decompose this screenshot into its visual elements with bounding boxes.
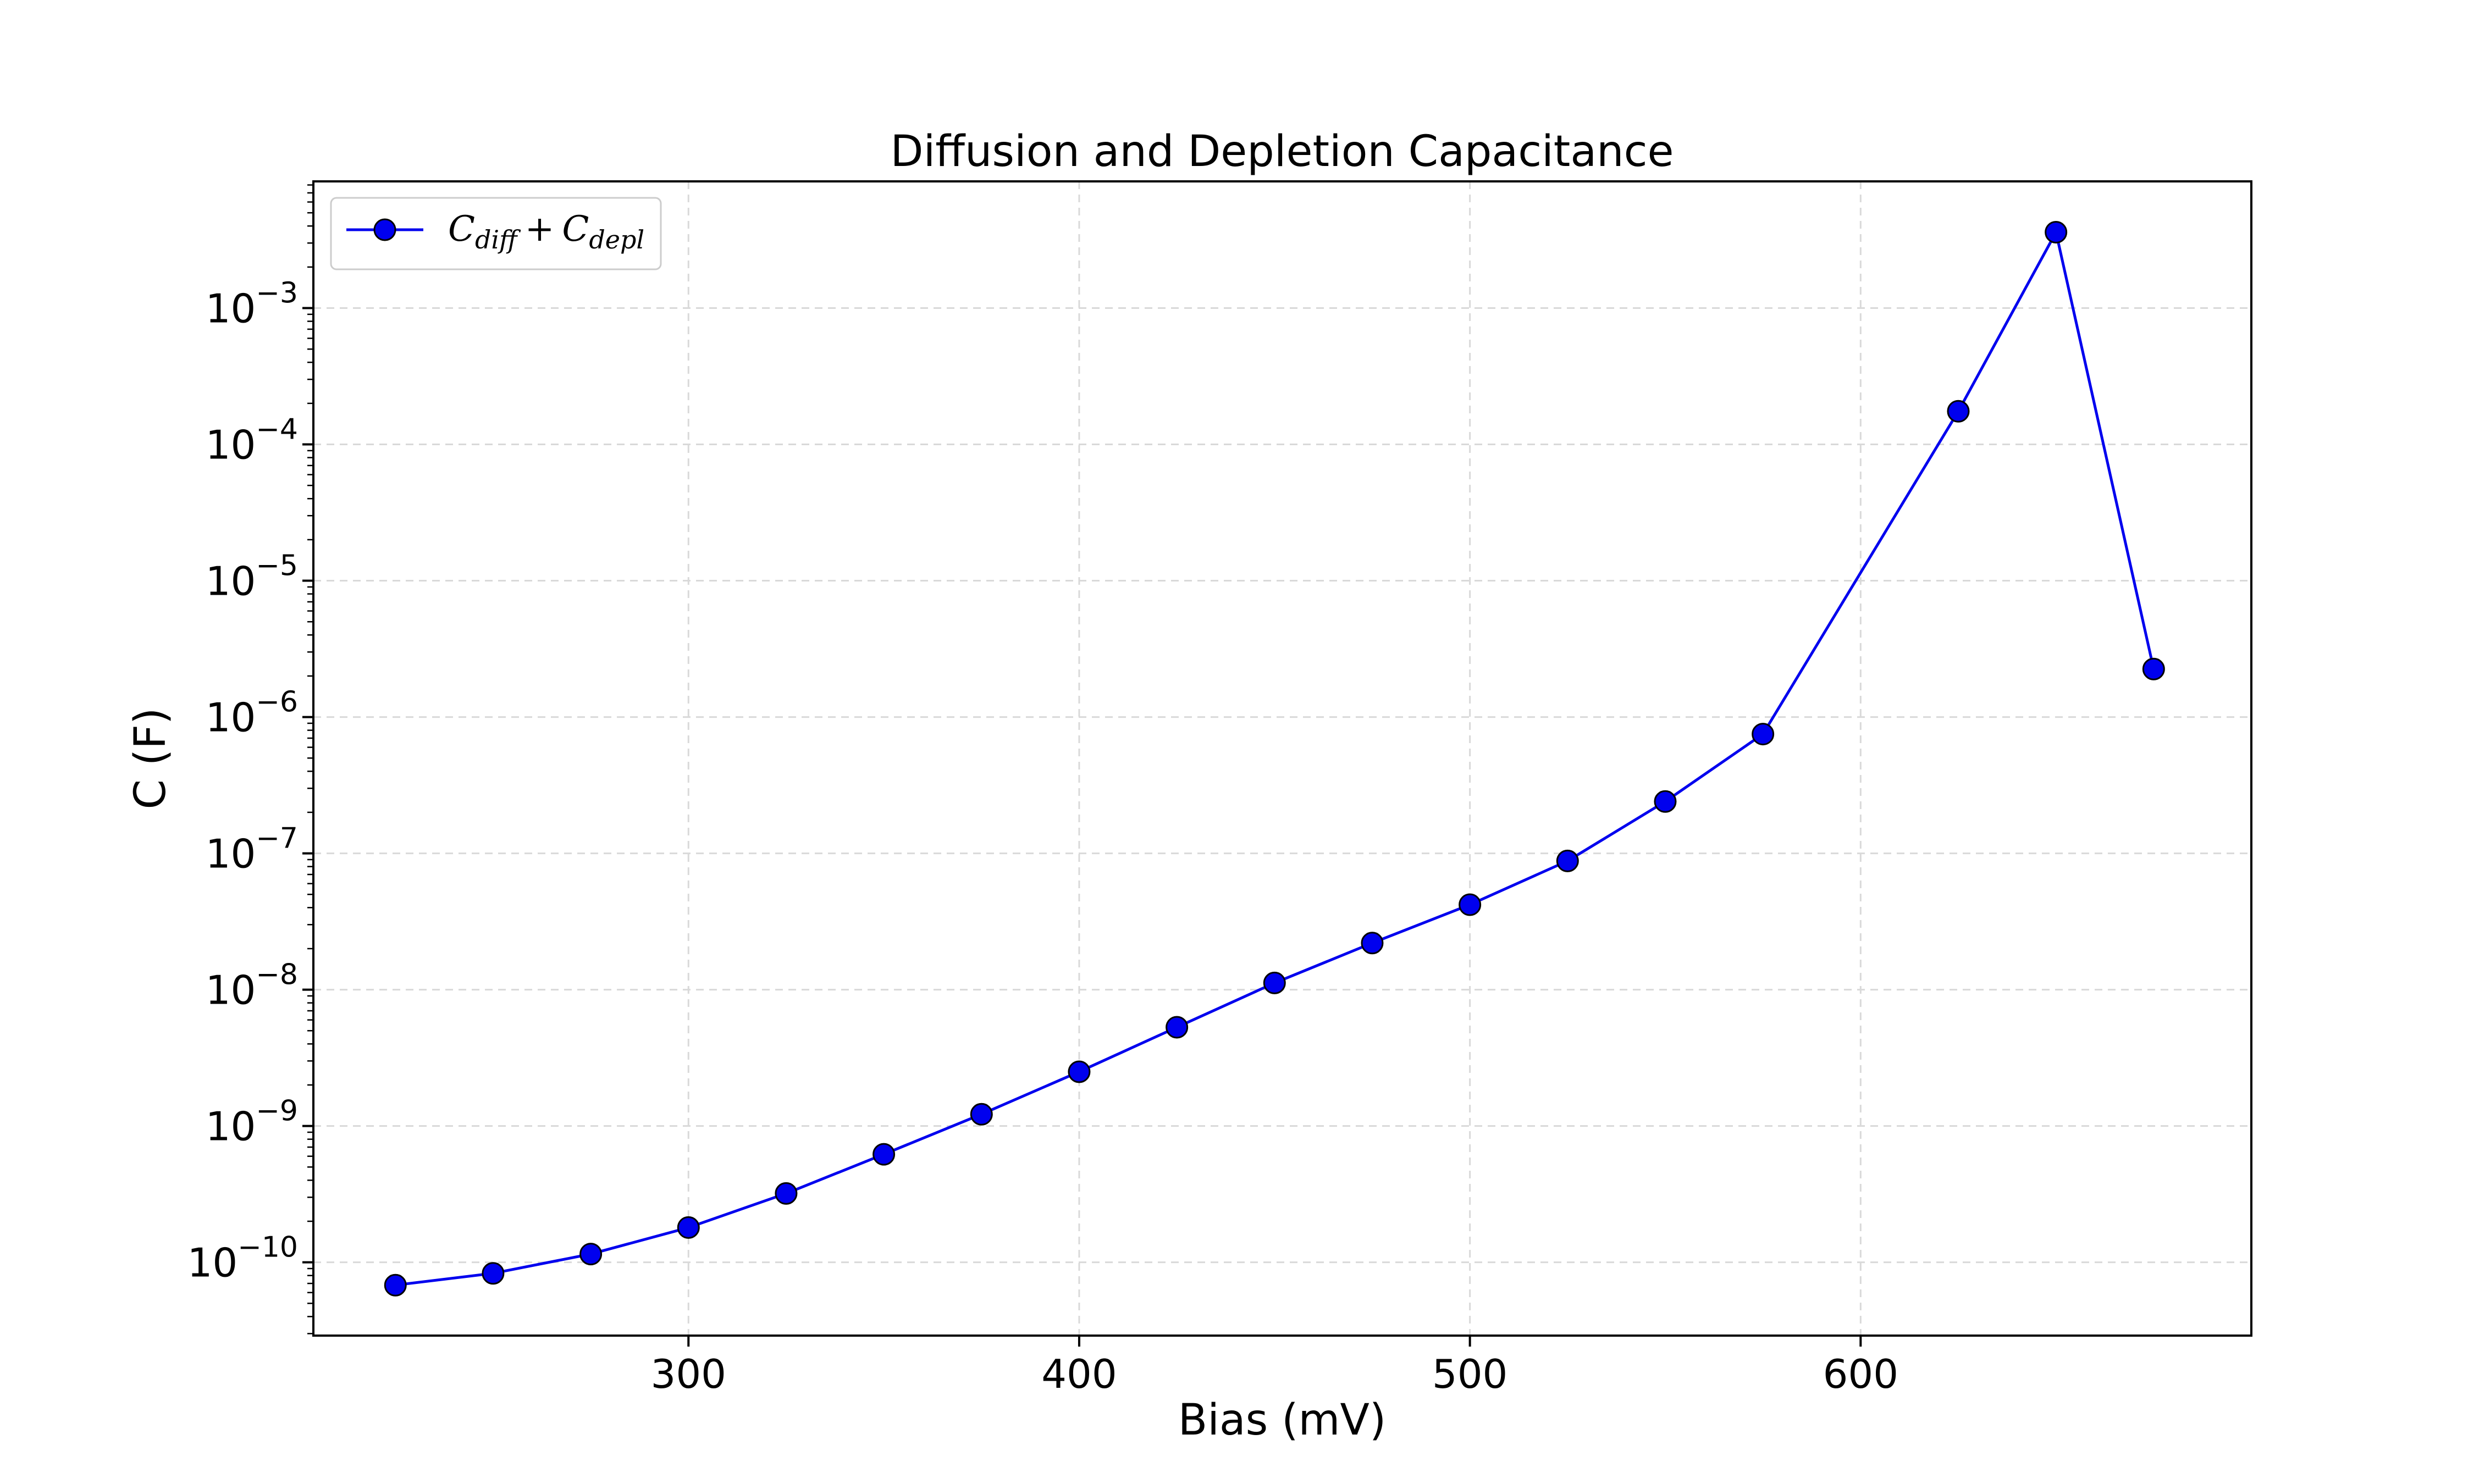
series-line [395, 231, 2155, 1287]
data-point [482, 1262, 505, 1285]
legend-symbol-2: C [562, 209, 589, 250]
y-tick-label: 10−8 [206, 959, 298, 1014]
data-point [1361, 932, 1384, 955]
legend-symbol: C [448, 209, 475, 250]
data-point [579, 1243, 603, 1266]
y-tick-label: 10−5 [206, 550, 298, 605]
y-axis-label: C (F) [126, 708, 175, 810]
data-point [1263, 971, 1286, 994]
chart-title: Diffusion and Depletion Capacitance [891, 127, 1674, 176]
y-tick-label: 10−10 [187, 1231, 298, 1286]
x-tick-label: 600 [1823, 1351, 1898, 1397]
x-axis-label: Bias (mV) [1178, 1396, 1387, 1445]
data-point [384, 1273, 407, 1297]
data-point [970, 1103, 993, 1126]
series-layer [384, 221, 2165, 1297]
y-tick-label: 10−3 [206, 277, 298, 332]
legend: Cdiff + Cdepl [330, 197, 662, 270]
data-point [2142, 657, 2165, 680]
legend-marker-sample [373, 218, 396, 241]
data-point [1166, 1016, 1189, 1039]
y-tick-label: 10−6 [206, 686, 298, 741]
x-tick-label: 300 [651, 1351, 726, 1397]
y-tick-label: 10−7 [206, 822, 298, 877]
legend-subscript-diff: diff [475, 225, 521, 254]
data-point [775, 1182, 798, 1205]
data-point [1068, 1060, 1091, 1083]
x-tick-label: 500 [1432, 1351, 1507, 1397]
y-tick-label: 10−4 [206, 413, 298, 468]
data-point [677, 1216, 700, 1239]
y-tick-label: 10−9 [206, 1095, 298, 1150]
data-point [1654, 790, 1677, 813]
legend-plus: + [525, 209, 555, 250]
legend-box [330, 197, 662, 270]
data-point [1459, 893, 1482, 916]
data-point [1556, 849, 1579, 872]
data-point [1752, 723, 1775, 746]
legend-label: Cdiff + Cdepl [448, 209, 644, 254]
data-point [1947, 400, 1970, 423]
axis-ticks: 300 400 500 600 10−10 10−9 10−8 10−7 10−6 10−5 10−… [187, 184, 1898, 1397]
data-point [2045, 221, 2068, 244]
data-point [872, 1143, 896, 1166]
grid [313, 181, 2251, 1336]
legend-subscript-depl: depl [589, 225, 644, 254]
x-tick-label: 400 [1041, 1351, 1117, 1397]
